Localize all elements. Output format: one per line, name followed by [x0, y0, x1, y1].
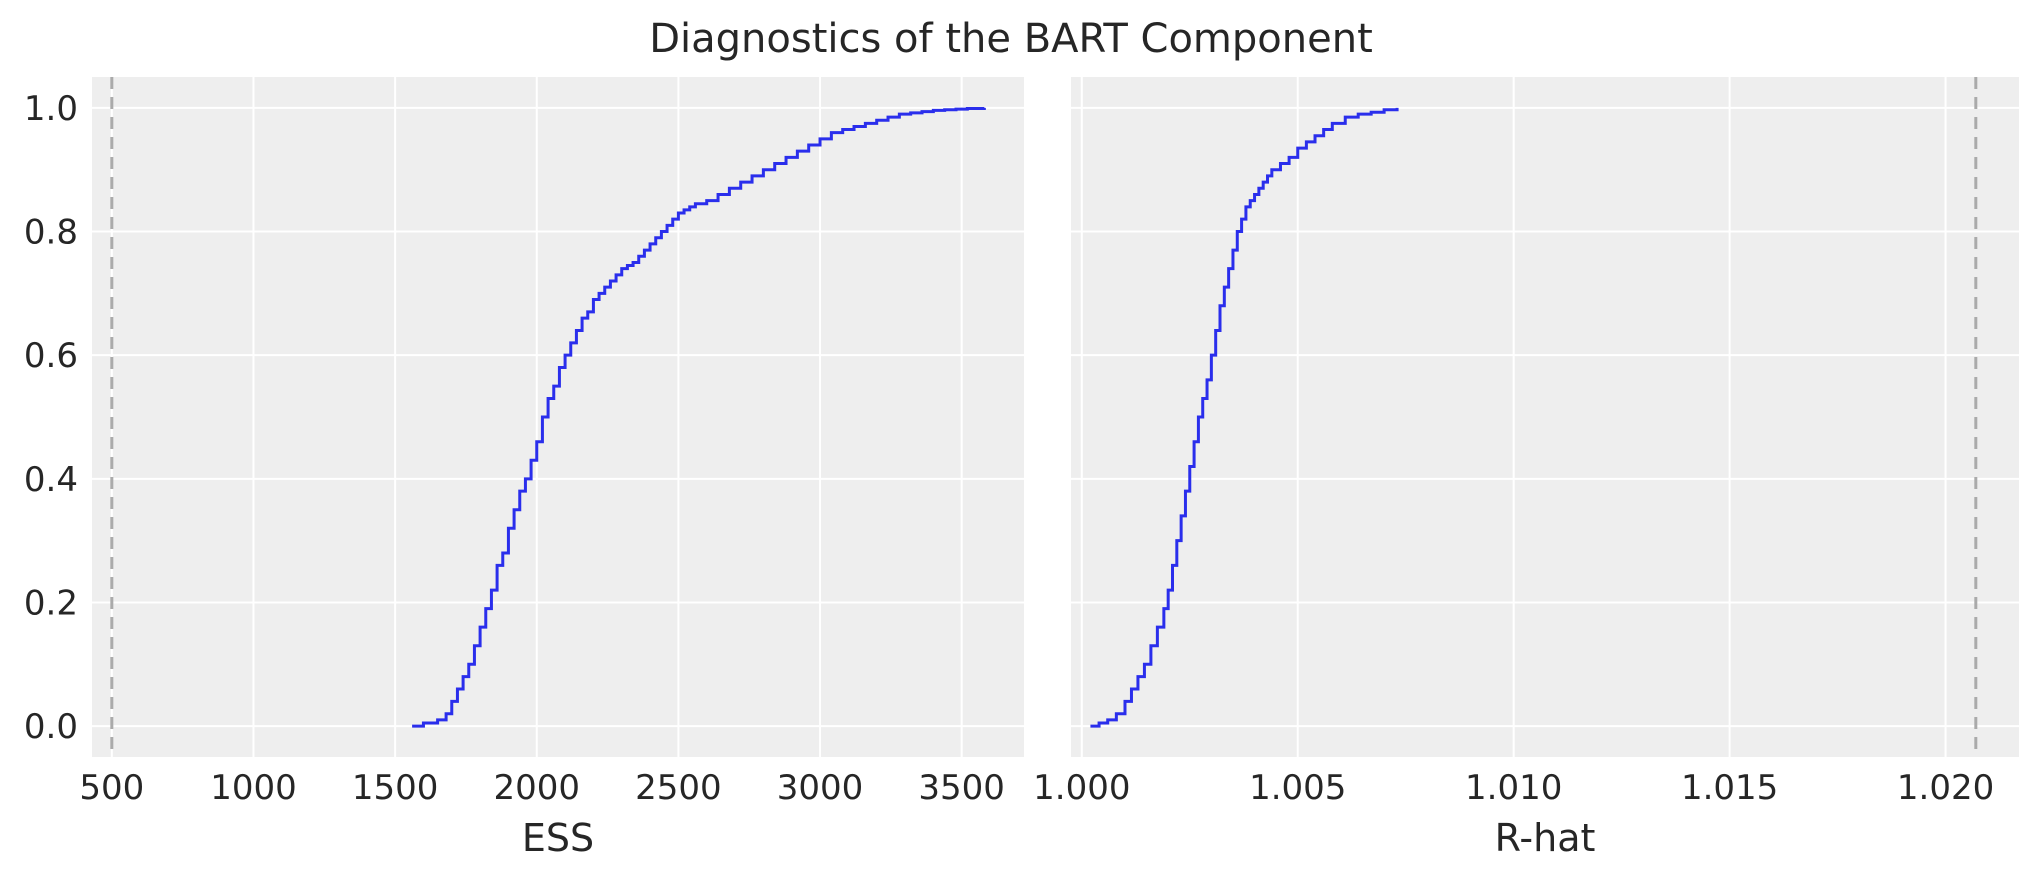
- rhat-x-tick-label-0: 1.000: [1033, 768, 1130, 808]
- ess-x-tick-label-0: 500: [79, 768, 144, 808]
- ess-plot-area: [92, 77, 1024, 757]
- ess-ecdf-line-0: [412, 107, 986, 728]
- ess-panel: 500 1000 1500 2000 2500 3000 3500 0.0 0.2 0.4 0.6 0…: [24, 77, 1024, 860]
- rhat-ecdf-line-0: [1090, 107, 1399, 728]
- ess-x-tick-label-1: 1000: [210, 768, 297, 808]
- ess-y-tick-label-2: 0.4: [24, 460, 78, 500]
- ess-x-tick-label-5: 3000: [777, 768, 864, 808]
- rhat-plot-area: [1071, 77, 2019, 757]
- ess-y-tick-label-4: 0.8: [24, 213, 78, 253]
- ess-x-tick-label-4: 2500: [635, 768, 722, 808]
- ess-y-tick-label-1: 0.2: [24, 583, 78, 623]
- ess-x-tick-label-2: 1500: [352, 768, 439, 808]
- rhat-x-tick-label-1: 1.005: [1249, 768, 1346, 808]
- ess-y-tick-label-3: 0.6: [24, 336, 78, 376]
- ess-y-tick-label-0: 0.0: [24, 707, 78, 747]
- ess-x-tick-label-3: 2000: [493, 768, 580, 808]
- rhat-x-tick-label-4: 1.020: [1897, 768, 1994, 808]
- rhat-x-tick-label-2: 1.010: [1465, 768, 1562, 808]
- ess-x-axis-label: ESS: [522, 816, 594, 860]
- ess-y-tick-label-5: 1.0: [24, 89, 78, 129]
- figure-title: Diagnostics of the BART Component: [649, 16, 1373, 62]
- rhat-x-tick-label-3: 1.015: [1681, 768, 1778, 808]
- rhat-panel: 1.000 1.005 1.010 1.015 1.020 R-hat: [1033, 77, 2019, 860]
- rhat-x-axis-label: R-hat: [1495, 816, 1596, 860]
- ess-x-tick-label-6: 3500: [918, 768, 1005, 808]
